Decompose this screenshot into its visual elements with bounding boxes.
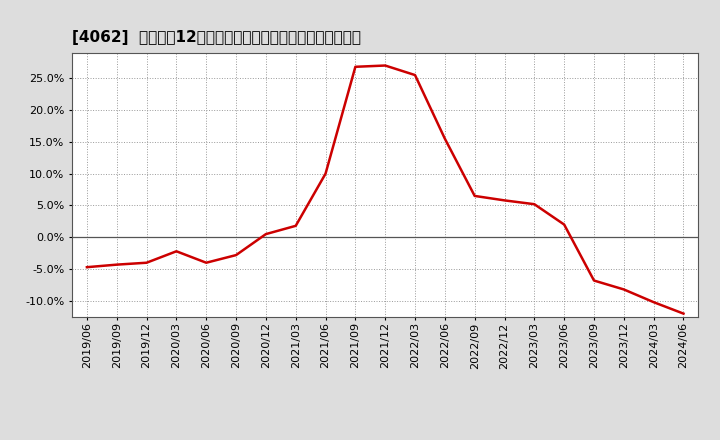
Text: [4062]  売上高の12か月移動合計の対前年同期増減率の推移: [4062] 売上高の12か月移動合計の対前年同期増減率の推移 [72,29,361,45]
